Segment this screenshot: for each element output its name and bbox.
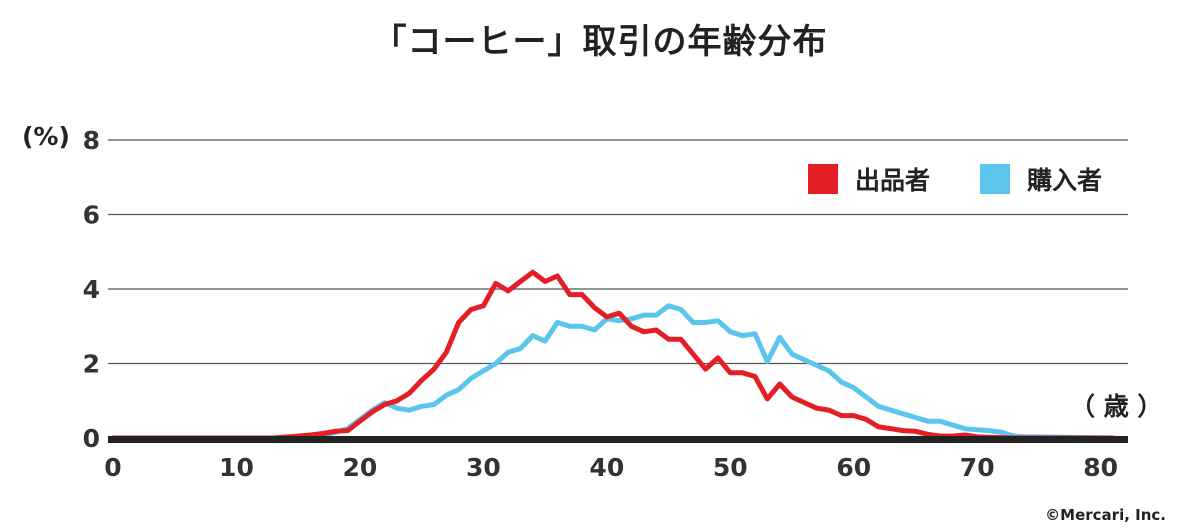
x-tick-label: 80 <box>1083 453 1118 482</box>
y-axis-unit-label: (%) <box>22 122 70 151</box>
series-lines <box>110 269 1116 441</box>
legend-label-buyer: 購入者 <box>1027 166 1102 195</box>
x-axis-baseline <box>108 436 1128 443</box>
gridlines <box>108 139 1128 365</box>
y-tick-label: 0 <box>83 424 100 453</box>
series-line-buyer <box>110 303 1116 441</box>
copyright: ©Mercari, Inc. <box>1045 506 1166 524</box>
legend-swatch-seller <box>808 164 838 194</box>
legend: 出品者 購入者 <box>808 164 1102 195</box>
series-line-seller <box>110 269 1116 441</box>
x-tick-label: 70 <box>960 453 995 482</box>
y-axis-ticks: 0 2 4 6 8 <box>83 126 100 453</box>
legend-label-seller: 出品者 <box>855 166 930 195</box>
x-tick-label: 10 <box>219 453 254 482</box>
x-axis-unit-label: （ 歳 ） <box>1070 392 1162 421</box>
x-tick-label: 40 <box>589 453 624 482</box>
y-tick-label: 8 <box>83 126 100 155</box>
x-tick-label: 0 <box>104 453 121 482</box>
x-tick-label: 30 <box>466 453 501 482</box>
y-tick-label: 4 <box>83 275 100 304</box>
x-tick-label: 20 <box>343 453 378 482</box>
y-tick-label: 2 <box>83 350 100 379</box>
x-axis-ticks: 0 10 20 30 40 50 60 70 80 <box>104 453 1118 482</box>
chart-title: 「コーヒー」取引の年齢分布 <box>372 22 828 62</box>
x-tick-label: 60 <box>836 453 871 482</box>
legend-swatch-buyer <box>980 164 1010 194</box>
x-tick-label: 50 <box>713 453 748 482</box>
y-tick-label: 6 <box>83 201 100 230</box>
